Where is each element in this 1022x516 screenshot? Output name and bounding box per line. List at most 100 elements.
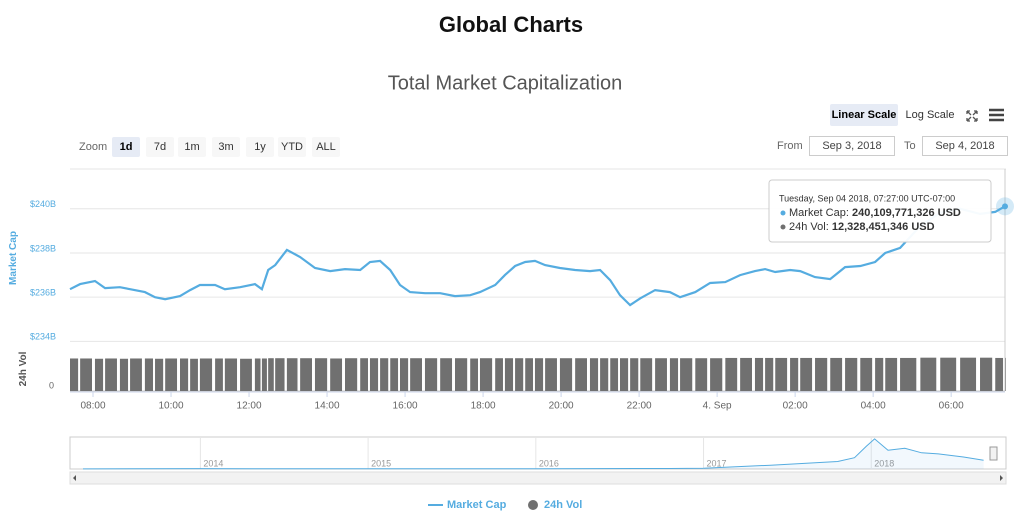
volume-bar	[960, 357, 977, 391]
x-tick-label: 12:00	[237, 401, 262, 412]
x-tick-label: 20:00	[549, 401, 574, 412]
to-input[interactable]: Sep 4, 2018	[922, 136, 1008, 156]
scrollbar[interactable]	[69, 471, 1007, 485]
x-tick-label: 02:00	[783, 401, 808, 412]
volume-bar	[424, 358, 438, 391]
zoom-button[interactable]: 3m	[212, 137, 240, 157]
zoom-button[interactable]: 1d	[112, 137, 140, 157]
from-label: From	[777, 140, 803, 152]
tooltip-label: Market Cap:	[789, 207, 849, 219]
zoom-button[interactable]: ALL	[312, 137, 340, 157]
volume-bar	[885, 357, 898, 391]
legend-label[interactable]: Market Cap	[447, 499, 507, 511]
volume-bar	[190, 358, 198, 391]
x-tick-label: 16:00	[393, 401, 418, 412]
from-input[interactable]: Sep 3, 2018	[809, 136, 895, 156]
to-label: To	[904, 140, 916, 152]
y-tick-label: $236B	[30, 288, 56, 298]
market-cap-line	[69, 205, 1006, 307]
volume-bar	[790, 357, 799, 391]
volume-bar	[224, 358, 238, 391]
chart-menu-icons[interactable]	[962, 106, 1012, 126]
volume-bar	[515, 358, 524, 391]
zoom-button[interactable]: 1m	[178, 137, 206, 157]
volume-bar	[610, 358, 619, 391]
menu-icon[interactable]	[989, 108, 1004, 122]
legend-label[interactable]: 24h Vol	[544, 499, 582, 511]
x-tick-label: 22:00	[627, 401, 652, 412]
volume-bar	[240, 358, 252, 391]
y-tick-label: $238B	[30, 243, 56, 253]
volume-bar	[765, 357, 774, 391]
navigator-tick-label: 2018	[874, 458, 894, 468]
page-title: Global Charts	[438, 12, 584, 37]
volume-bar	[725, 357, 738, 391]
volume-bar	[655, 358, 667, 391]
volume-bar	[254, 358, 261, 391]
volume-bar	[995, 357, 1004, 391]
x-tick-label: 18:00	[471, 401, 496, 412]
volume-bar	[669, 358, 679, 391]
volume-bar	[80, 358, 92, 391]
volume-bar	[300, 358, 312, 391]
volume-bar	[119, 358, 129, 391]
volume-bar	[830, 357, 843, 391]
volume-bar	[70, 358, 79, 391]
tooltip: Tuesday, Sep 04 2018, 07:27:00 UTC-07:00…	[768, 179, 992, 243]
navigator-area	[83, 438, 984, 469]
legend-symbol	[528, 500, 538, 510]
x-tick-label: 10:00	[159, 401, 184, 412]
x-tick-label: 4. Sep	[703, 401, 732, 412]
volume-bar	[360, 358, 369, 391]
navigator-tick-label: 2014	[203, 458, 223, 468]
volume-bar	[980, 357, 993, 391]
y-axis-title: Market Cap	[8, 231, 19, 285]
tooltip-label: 24h Vol:	[789, 221, 829, 233]
tooltip-marker	[780, 210, 786, 216]
tooltip-value: 240,109,771,326 USD	[852, 207, 961, 219]
volume-bar	[845, 357, 858, 391]
volume-bar	[479, 358, 493, 391]
volume-bar	[440, 358, 453, 391]
volume-bar	[105, 358, 117, 391]
fullscreen-icon[interactable]	[966, 110, 978, 122]
x-tick-label: 06:00	[939, 401, 964, 412]
volume-bar	[165, 358, 178, 391]
tooltip-value: 12,328,451,346 USD	[832, 221, 935, 233]
volume-bar	[600, 358, 609, 391]
zoom-button[interactable]: YTD	[278, 137, 306, 157]
volume-bar	[455, 358, 468, 391]
volume-bar	[754, 357, 764, 391]
volume-bar	[525, 358, 534, 391]
navigator-handle[interactable]	[989, 446, 998, 461]
x-tick-label: 04:00	[861, 401, 886, 412]
x-tick-label: 08:00	[80, 401, 105, 412]
volume-bar	[815, 357, 828, 391]
volume-bar	[345, 358, 358, 391]
zoom-button[interactable]: 1y	[246, 137, 274, 157]
linear-scale-button[interactable]: Linear Scale	[830, 104, 898, 126]
volume-bar	[155, 358, 164, 391]
volume-bar	[390, 358, 399, 391]
volume-bar	[545, 358, 557, 391]
zoom-button[interactable]: 7d	[146, 137, 174, 157]
volume-bar	[775, 357, 788, 391]
volume-bar	[680, 358, 693, 391]
volume-bar	[589, 358, 599, 391]
chart-title: Total Market Capitalization	[388, 72, 623, 94]
volume-bar	[740, 357, 752, 391]
volume-bar	[268, 358, 274, 391]
volume-bar	[410, 358, 422, 391]
volume-bar	[640, 358, 653, 391]
volume-bar	[495, 358, 503, 391]
tooltip-box	[768, 179, 992, 243]
volume-bar	[710, 358, 723, 391]
volume-bar	[144, 358, 154, 391]
tooltip-header: Tuesday, Sep 04 2018, 07:27:00 UTC-07:00	[779, 193, 955, 203]
tooltip-marker	[780, 224, 786, 230]
volume-bar	[314, 358, 328, 391]
navigator-line	[82, 438, 984, 470]
log-scale-button[interactable]: Log Scale	[905, 109, 955, 121]
